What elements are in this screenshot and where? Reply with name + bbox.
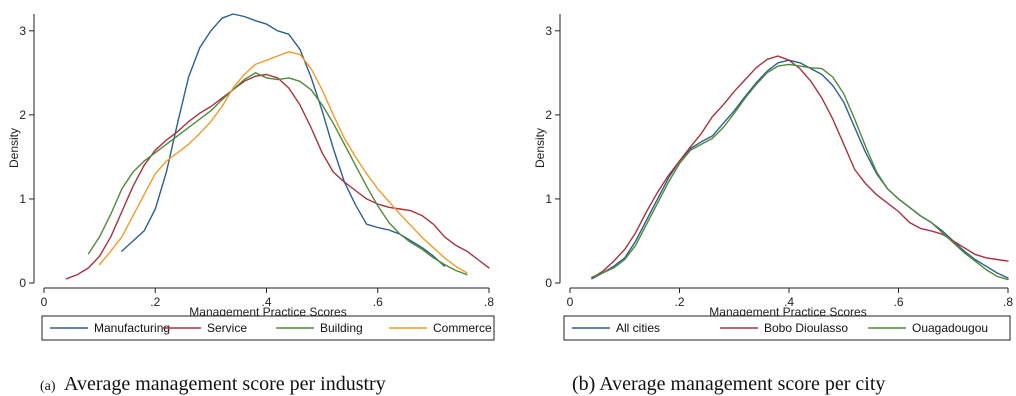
legend-label: Service [207,321,247,335]
series-line-building [87,72,468,276]
series-line-manufacturing [121,13,446,267]
legend: Manufacturing Service Building Commerce [41,315,495,341]
series-line-service [65,73,490,280]
legend: All cities Bobo Dioulasso Ouagadougou [563,315,1011,341]
x-tick-label: .2 [674,295,684,309]
y-tick-label: 0 [19,276,26,290]
series-line-bobo-dioulasso [591,55,1009,279]
y-tick-label: 0 [545,276,552,290]
x-tick-label: .6 [373,295,383,309]
legend-label: Bobo Dioulasso [764,321,848,335]
x-tick-label: .4 [261,295,271,309]
y-tick-label: 3 [19,24,26,38]
series-line-all-cities [591,59,1009,280]
y-tick-label: 2 [545,108,552,122]
series-line-commerce [98,51,468,274]
x-tick-label: 0 [41,295,48,309]
y-tick-label: 2 [19,108,26,122]
x-tick-label: .8 [484,295,494,309]
legend-label: Manufacturing [94,321,170,335]
y-axis-label: Density [533,128,547,168]
caption-a-mark: (a) [40,379,56,394]
legend-label: Commerce [433,321,492,335]
caption-a: Average management score per industry [64,373,386,395]
y-tick-label: 1 [545,192,552,206]
caption-b: (b) Average management score per city [572,373,885,395]
legend-label: Ouagadougou [912,321,988,335]
y-tick-label: 3 [545,24,552,38]
legend-label: All cities [616,321,660,335]
x-tick-label: .6 [893,295,903,309]
x-tick-label: .2 [150,295,160,309]
x-tick-label: .4 [784,295,794,309]
y-axis-label: Density [7,128,21,168]
series-line-ouagadougou [591,63,1009,281]
x-tick-label: 0 [567,295,574,309]
y-tick-label: 1 [19,192,26,206]
legend-box [563,315,1011,341]
x-tick-label: .8 [1003,295,1013,309]
legend-label: Building [320,321,363,335]
